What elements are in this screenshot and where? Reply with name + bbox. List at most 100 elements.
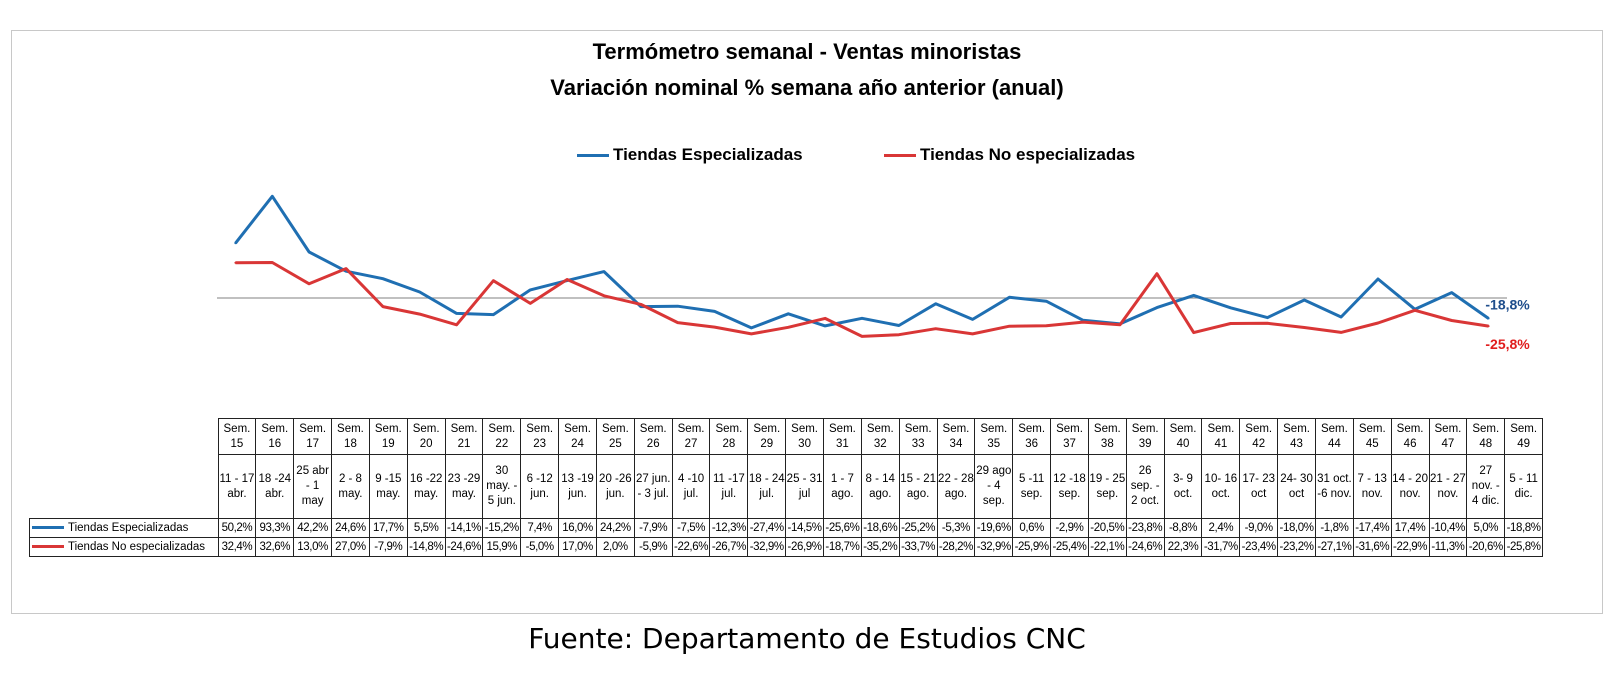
data-point-no-especializadas: [455, 323, 458, 326]
table-value-cell-especializadas: 24,6%: [331, 518, 370, 538]
table-value-cell-no-especializadas: -23,4%: [1239, 537, 1279, 557]
table-value-cell-no-especializadas: -24,6%: [1125, 537, 1165, 557]
source-note: Fuente: Departamento de Estudios CNC: [528, 622, 1086, 655]
legend-swatch-especializadas: [577, 153, 609, 157]
data-point-no-especializadas: [750, 332, 753, 335]
end-label-especializadas: -18,8%: [1485, 296, 1530, 312]
table-value-cell-especializadas: -18,6%: [860, 518, 900, 538]
table-value-cell-especializadas: -25,6%: [823, 518, 862, 538]
table-value-cell-especializadas: 17,4%: [1390, 518, 1430, 538]
table-row-swatch-especializadas: [32, 525, 64, 529]
table-value-cell-especializadas: 5,0%: [1466, 518, 1506, 538]
data-point-no-especializadas: [1450, 319, 1453, 322]
table-value-cell-especializadas: -27,4%: [747, 518, 787, 538]
table-date-cell: 18 - 24 jul.: [747, 454, 787, 519]
table-date-cell: 11 -17 jul.: [709, 454, 749, 519]
end-label-no-especializadas: -25,8%: [1485, 336, 1530, 352]
table-header-cell: Sem. 44: [1314, 418, 1354, 455]
data-point-especializadas: [971, 318, 974, 321]
data-point-no-especializadas: [1155, 272, 1158, 275]
table-date-cell: 31 oct. -6 nov.: [1314, 454, 1354, 519]
table-value-cell-no-especializadas: -35,2%: [860, 537, 900, 557]
table-date-cell: 4 -10 jul.: [671, 454, 711, 519]
table-header-cell: Sem. 45: [1352, 418, 1392, 455]
data-point-especializadas: [861, 317, 863, 320]
table-row-label-text: Tiendas Especializadas: [68, 521, 189, 534]
chart-subtitle: Variación nominal % semana año anterior …: [550, 75, 1064, 100]
table-value-cell-especializadas: 5,5%: [406, 518, 446, 538]
data-point-especializadas: [1266, 316, 1269, 319]
table-header-cell: Sem. 17: [293, 418, 333, 455]
table-value-cell-especializadas: -19,6%: [974, 518, 1014, 538]
table-header-cell: Sem. 46: [1390, 418, 1430, 455]
table-date-cell: 25 abr - 1 may: [293, 454, 333, 519]
table-header-cell: Sem. 34: [936, 418, 976, 455]
table-date-cell: 30 may. - 5 jun.: [482, 454, 522, 519]
data-point-no-especializadas: [861, 335, 863, 338]
table-header-cell: Sem. 38: [1087, 418, 1127, 455]
table-value-cell-no-especializadas: -20,6%: [1466, 537, 1506, 557]
data-point-no-especializadas: [897, 333, 900, 336]
table-date-cell: 6 -12 jun.: [520, 454, 560, 519]
table-header-cell: Sem. 22: [482, 418, 522, 455]
table-value-cell-no-especializadas: 22,3%: [1163, 537, 1203, 557]
data-point-no-especializadas: [1229, 322, 1232, 325]
table-date-cell: 2 - 8 may.: [331, 454, 370, 519]
table-date-cell: 23 -29 may.: [444, 454, 484, 519]
data-point-especializadas: [455, 312, 458, 315]
table-value-cell-no-especializadas: 32,4%: [217, 537, 257, 557]
data-point-especializadas: [1340, 316, 1343, 318]
table-value-cell-especializadas: -18,8%: [1504, 518, 1544, 538]
table-date-cell: 27 nov. - 4 dic.: [1466, 454, 1506, 519]
table-value-cell-no-especializadas: -31,7%: [1201, 537, 1241, 557]
table-value-cell-no-especializadas: -22,6%: [671, 537, 711, 557]
table-value-cell-no-especializadas: -32,9%: [747, 537, 787, 557]
data-point-no-especializadas: [787, 326, 790, 329]
table-header-cell: Sem. 26: [633, 418, 673, 455]
table-date-cell: 24- 30 oct: [1277, 454, 1316, 519]
table-value-cell-no-especializadas: 13,0%: [293, 537, 333, 557]
table-value-cell-no-especializadas: -23,2%: [1277, 537, 1316, 557]
table-header-cell: Sem. 43: [1277, 418, 1316, 455]
table-date-cell: 27 jun. - 3 jul.: [633, 454, 673, 519]
table-value-cell-no-especializadas: -11,3%: [1428, 537, 1468, 557]
data-point-no-especializadas: [345, 267, 347, 270]
table-header-cell: Sem. 37: [1050, 418, 1089, 455]
table-value-cell-especializadas: -9,0%: [1239, 518, 1279, 538]
table-header-cell: Sem. 21: [444, 418, 484, 455]
table-value-cell-no-especializadas: -5,9%: [633, 537, 673, 557]
data-point-no-especializadas: [603, 294, 605, 297]
table-value-cell-especializadas: -25,2%: [898, 518, 938, 538]
table-value-cell-no-especializadas: -18,7%: [823, 537, 862, 557]
data-point-no-especializadas: [676, 321, 679, 324]
table-value-cell-especializadas: 93,3%: [255, 518, 295, 538]
table-value-cell-no-especializadas: -25,8%: [1504, 537, 1544, 557]
table-value-cell-no-especializadas: -32,9%: [974, 537, 1014, 557]
table-date-cell: 20 -26 jun.: [595, 454, 635, 519]
data-point-especializadas: [1377, 278, 1379, 280]
table-value-cell-especializadas: -5,3%: [936, 518, 976, 538]
table-date-cell: 21 - 27 nov.: [1428, 454, 1468, 519]
data-point-no-especializadas: [713, 326, 716, 329]
table-header-cell: Sem. 49: [1504, 418, 1544, 455]
table-date-cell: 17- 23 oct: [1239, 454, 1279, 519]
table-value-cell-especializadas: 42,2%: [293, 518, 333, 538]
table-value-cell-no-especializadas: -5,0%: [520, 537, 560, 557]
table-value-cell-especializadas: -14,5%: [785, 518, 824, 538]
data-table: Sem. 15 Sem. 16 Sem. 17 Sem. 18 Sem. 19 Sem. …: [29, 418, 1544, 557]
data-point-no-especializadas: [1045, 324, 1048, 327]
data-point-especializadas: [381, 277, 384, 280]
table-header-cell: Sem. 39: [1125, 418, 1165, 455]
table-header-cell: Sem. 19: [368, 418, 408, 455]
data-point-no-especializadas: [418, 313, 421, 316]
table-value-cell-especializadas: -7,5%: [671, 518, 711, 538]
data-point-especializadas: [418, 291, 421, 293]
table-date-cell: 12 -18 sep.: [1050, 454, 1089, 519]
table-header-cell: Sem. 40: [1163, 418, 1203, 455]
table-date-cell: 22 - 28 ago.: [936, 454, 976, 519]
data-point-no-especializadas: [824, 317, 827, 320]
table-value-cell-especializadas: -18,0%: [1277, 518, 1316, 538]
table-date-cell: 13 -19 jun.: [558, 454, 597, 519]
table-header-cell: Sem. 28: [709, 418, 749, 455]
table-date-cell: 5 -11 sep.: [1012, 454, 1052, 519]
